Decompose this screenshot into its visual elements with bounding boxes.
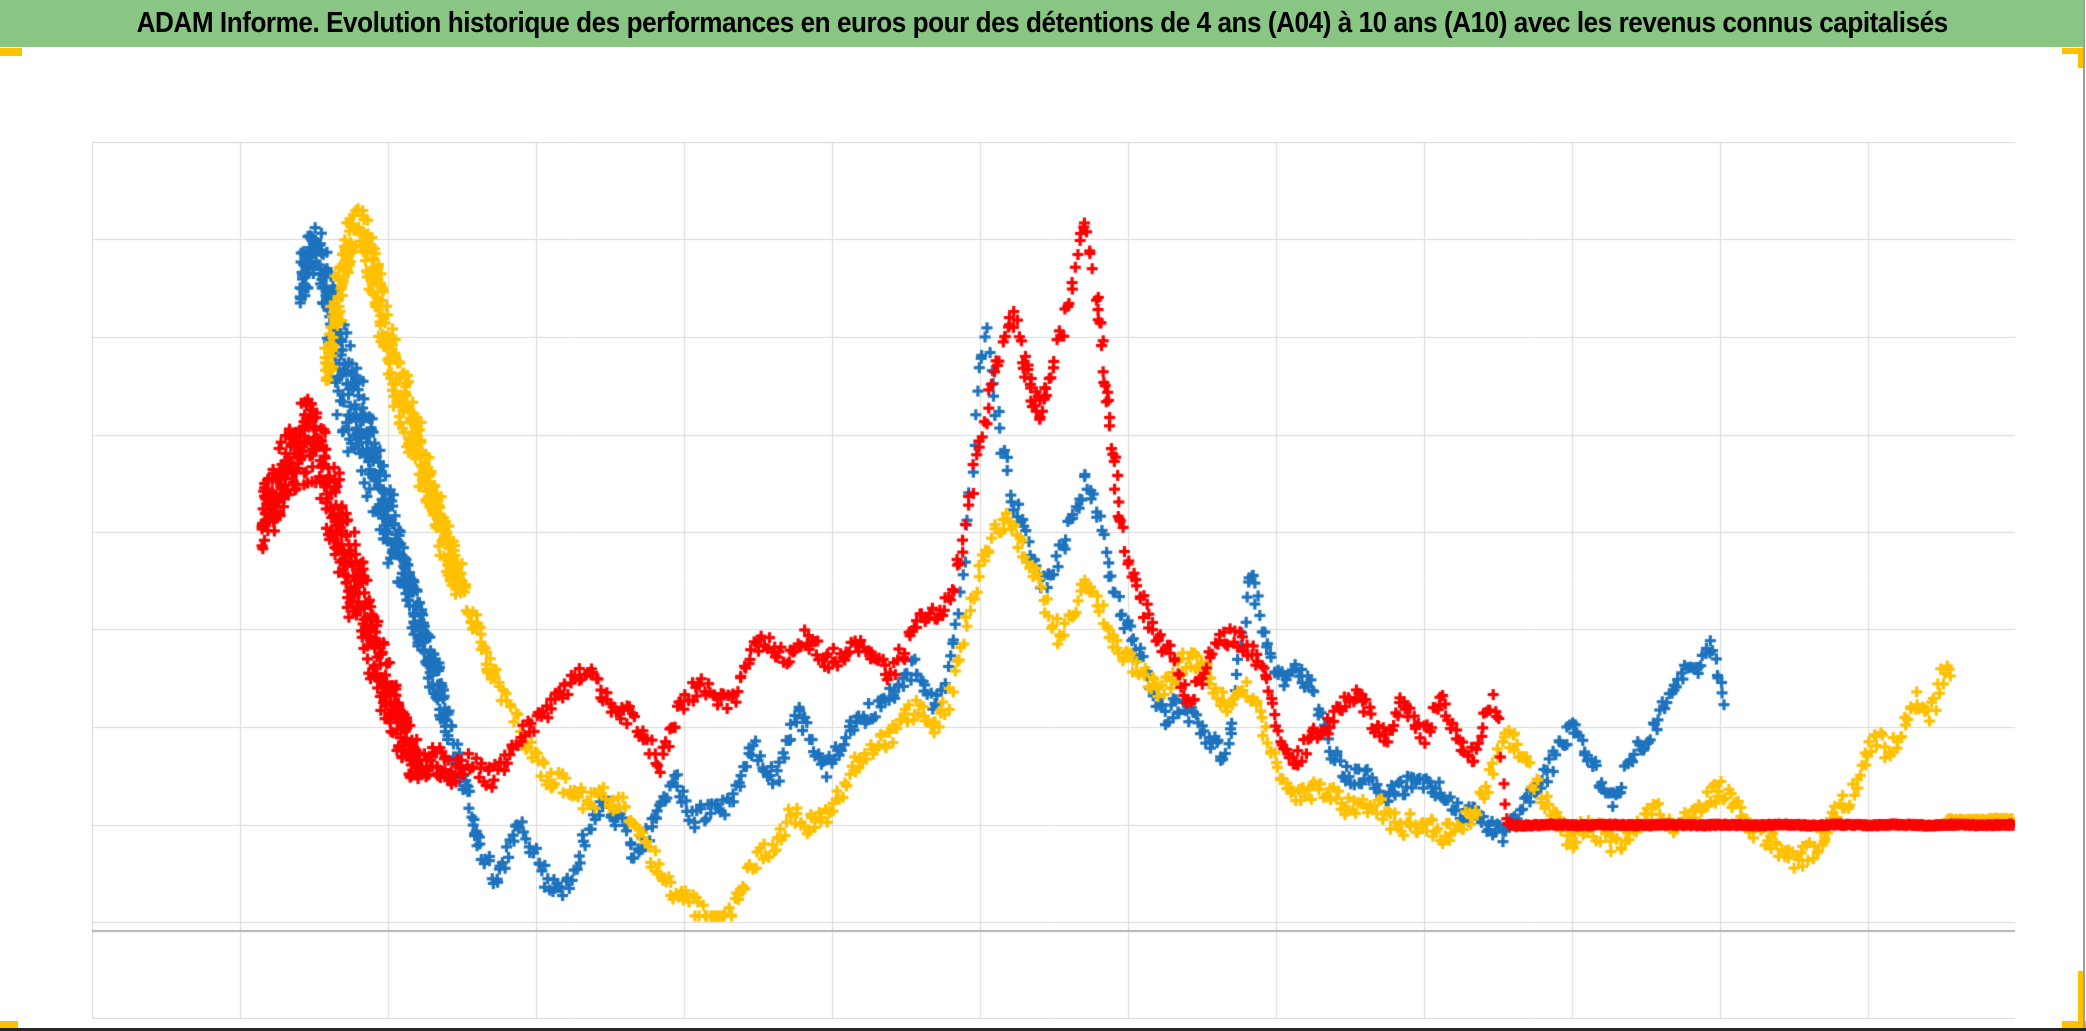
accent-bottom-right-horizontal — [2062, 1021, 2086, 1031]
accent-top-right-horizontal — [2062, 48, 2084, 54]
accent-top-right-vertical — [2078, 48, 2084, 68]
window-right-border — [2083, 0, 2085, 1031]
accent-bottom-right-vertical — [2078, 971, 2084, 1031]
chart-region — [0, 47, 2086, 1031]
accent-bottom-left — [0, 1021, 18, 1029]
page-title: ADAM Informe. Evolution historique des p… — [136, 7, 1948, 39]
accent-top-left — [0, 48, 22, 56]
window-bottom-edge — [0, 1028, 2086, 1031]
performance-scatter-chart — [92, 142, 2015, 1019]
title-bar: ADAM Informe. Evolution historique des p… — [0, 0, 2084, 47]
